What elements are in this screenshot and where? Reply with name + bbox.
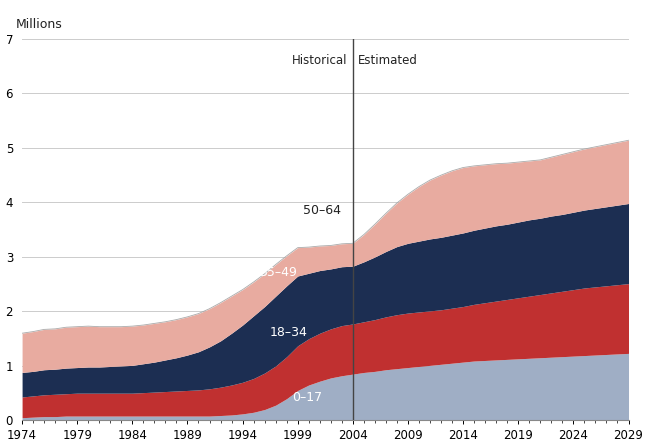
Text: 35–49: 35–49 xyxy=(259,266,297,279)
Text: Millions: Millions xyxy=(16,18,63,31)
Text: 50–64: 50–64 xyxy=(303,204,341,217)
Text: Historical: Historical xyxy=(292,54,347,67)
Text: Estimated: Estimated xyxy=(358,54,418,67)
Text: 18–34: 18–34 xyxy=(270,326,308,339)
Text: 0–17: 0–17 xyxy=(292,391,323,404)
